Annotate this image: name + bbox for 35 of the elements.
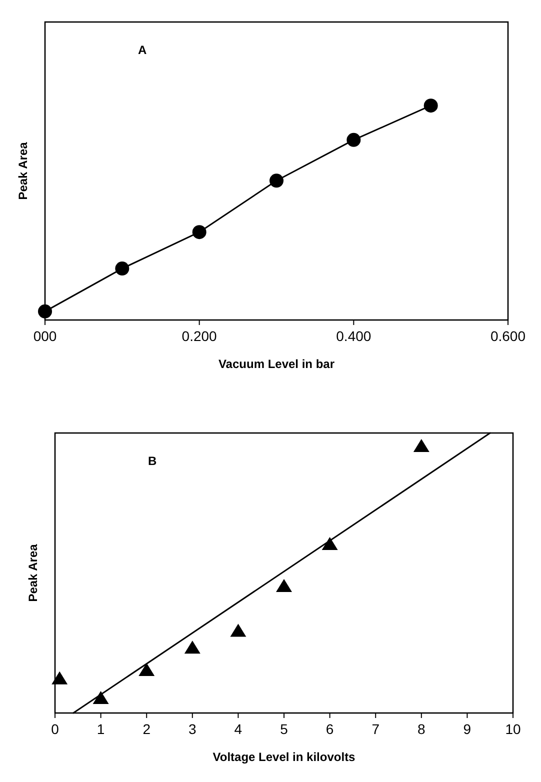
y-axis-title: Peak Area bbox=[16, 142, 30, 200]
point bbox=[38, 304, 52, 318]
y-axis-title: Peak Area bbox=[26, 544, 40, 602]
x-tick-label: 0 bbox=[51, 721, 60, 737]
x-tick-label: 0.400 bbox=[336, 328, 372, 344]
x-tick-label: 6 bbox=[326, 721, 334, 737]
point bbox=[92, 691, 109, 704]
x-tick-label: 5 bbox=[280, 721, 288, 737]
x-tick-label: 2 bbox=[142, 721, 151, 737]
point bbox=[270, 174, 284, 188]
x-tick-label: 4 bbox=[234, 721, 242, 737]
x-tick-label: 7 bbox=[372, 721, 380, 737]
point bbox=[192, 225, 206, 240]
point bbox=[276, 579, 292, 592]
x-tick-label: 9 bbox=[463, 721, 472, 737]
point bbox=[413, 439, 430, 452]
x-tick-label: 1 bbox=[96, 721, 105, 737]
x-tick-label: 000 bbox=[33, 328, 57, 344]
point bbox=[346, 132, 361, 147]
x-tick-label: 10 bbox=[505, 721, 521, 737]
point bbox=[52, 671, 68, 684]
point bbox=[230, 624, 246, 637]
x-tick-label: 3 bbox=[188, 721, 196, 737]
x-axis-title: Voltage Level in kilovolts bbox=[212, 750, 356, 764]
annotation: B bbox=[148, 454, 157, 468]
x-axis-title: Vacuum Level in bar bbox=[218, 357, 335, 371]
point bbox=[184, 640, 200, 654]
point bbox=[138, 663, 155, 676]
point bbox=[424, 98, 438, 113]
point bbox=[115, 262, 130, 276]
x-tick-label: 0.200 bbox=[182, 328, 218, 344]
text: A bbox=[138, 43, 147, 57]
x-tick-label: 8 bbox=[418, 721, 426, 737]
point bbox=[322, 537, 338, 550]
x-tick-label: 0.600 bbox=[490, 328, 526, 344]
